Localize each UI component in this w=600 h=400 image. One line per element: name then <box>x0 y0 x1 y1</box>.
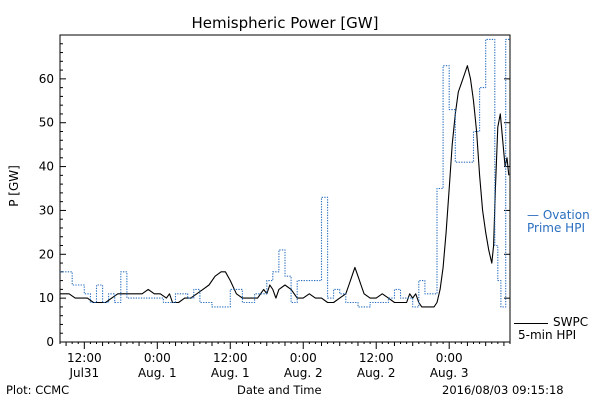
x-tick-label-date: Aug. 3 <box>430 366 469 380</box>
x-tick-label-time: 12:00 <box>67 351 102 365</box>
x-tick-label-date: Jul31 <box>68 366 99 380</box>
plot-timestamp: 2016/08/03 09:15:18 <box>442 383 564 397</box>
x-tick-label-date: Aug. 1 <box>138 366 177 380</box>
y-axis: 0 10 20 30 40 50 60 <box>39 43 510 349</box>
plot-source-label: Plot: CCMC <box>6 383 70 397</box>
x-tick-label-time: 0:00 <box>436 351 463 365</box>
swpc-hpi-line <box>60 65 510 308</box>
x-tick-label-time: 0:00 <box>290 351 317 365</box>
x-tick-label-time: 12:00 <box>213 351 248 365</box>
x-axis-label: Date and Time <box>237 383 322 397</box>
y-tick-label: 40 <box>39 160 54 174</box>
plot-lines <box>60 38 510 308</box>
swpc-label-line1: SWPC <box>553 315 588 329</box>
y-tick-label: 20 <box>39 247 54 261</box>
y-tick-label: 50 <box>39 116 54 130</box>
y-tick-label: 30 <box>39 203 54 217</box>
x-tick-label-date: Aug. 1 <box>211 366 250 380</box>
y-tick-label: 10 <box>39 291 54 305</box>
ovation-label-line1: — Ovation <box>527 208 590 222</box>
y-axis-label: P [GW] <box>7 165 21 207</box>
x-tick-label-time: 0:00 <box>144 351 171 365</box>
y-tick-label: 0 <box>46 335 54 349</box>
x-tick-label-date: Aug. 2 <box>284 366 323 380</box>
ovation-prime-line <box>60 38 510 308</box>
swpc-label-line2: 5-min HPI <box>518 328 576 342</box>
chart-title: Hemispheric Power [GW] <box>192 14 379 32</box>
x-tick-label-time: 12:00 <box>359 351 394 365</box>
y-tick-label: 60 <box>39 72 54 86</box>
ovation-label-line2: Prime HPI <box>527 221 585 235</box>
x-tick-label-date: Aug. 2 <box>357 366 396 380</box>
